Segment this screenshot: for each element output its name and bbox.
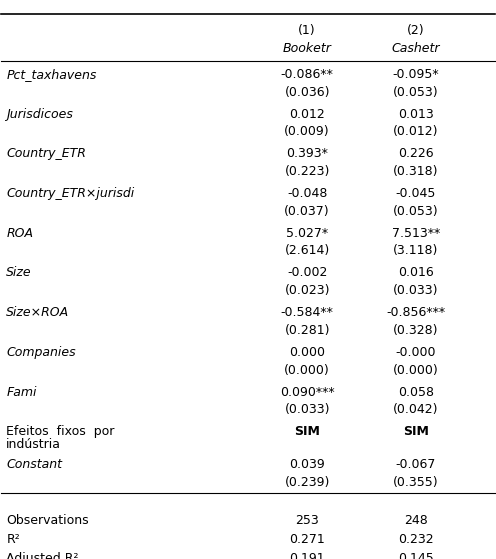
Text: (0.033): (0.033) [284, 403, 330, 416]
Text: R²: R² [6, 533, 20, 546]
Text: 7.513**: 7.513** [391, 227, 440, 240]
Text: -0.048: -0.048 [287, 187, 327, 200]
Text: 0.012: 0.012 [289, 107, 325, 121]
Text: (0.355): (0.355) [393, 476, 438, 489]
Text: 0.271: 0.271 [289, 533, 325, 546]
Text: SIM: SIM [294, 425, 320, 438]
Text: (0.053): (0.053) [393, 86, 438, 98]
Text: (0.037): (0.037) [284, 205, 330, 217]
Text: (0.281): (0.281) [284, 324, 330, 337]
Text: 5.027*: 5.027* [286, 227, 328, 240]
Text: Adjusted R²: Adjusted R² [6, 552, 79, 559]
Text: 0.000: 0.000 [289, 346, 325, 359]
Text: Jurisdicoes: Jurisdicoes [6, 107, 73, 121]
Text: (0.328): (0.328) [393, 324, 438, 337]
Text: 0.145: 0.145 [398, 552, 434, 559]
Text: -0.856***: -0.856*** [386, 306, 445, 319]
Text: (2): (2) [407, 24, 425, 37]
Text: 0.058: 0.058 [398, 386, 434, 399]
Text: -0.067: -0.067 [395, 458, 436, 471]
Text: 0.191: 0.191 [289, 552, 325, 559]
Text: Fami: Fami [6, 386, 37, 399]
Text: 0.393*: 0.393* [286, 147, 328, 160]
Text: Cashetr: Cashetr [391, 42, 440, 55]
Text: (0.023): (0.023) [284, 284, 330, 297]
Text: indústria: indústria [6, 438, 62, 451]
Text: Efeitos  fixos  por: Efeitos fixos por [6, 425, 115, 438]
Text: (2.614): (2.614) [285, 244, 330, 258]
Text: Country_ETR×jurisdi: Country_ETR×jurisdi [6, 187, 134, 200]
Text: Constant: Constant [6, 458, 62, 471]
Text: Booketr: Booketr [283, 42, 332, 55]
Text: (1): (1) [299, 24, 316, 37]
Text: 0.226: 0.226 [398, 147, 434, 160]
Text: (0.053): (0.053) [393, 205, 438, 217]
Text: -0.000: -0.000 [395, 346, 436, 359]
Text: -0.095*: -0.095* [392, 68, 439, 81]
Text: 253: 253 [295, 514, 319, 527]
Text: (0.033): (0.033) [393, 284, 438, 297]
Text: (0.000): (0.000) [393, 363, 438, 377]
Text: (0.012): (0.012) [393, 125, 438, 138]
Text: Companies: Companies [6, 346, 76, 359]
Text: (0.009): (0.009) [284, 125, 330, 138]
Text: Country_ETR: Country_ETR [6, 147, 86, 160]
Text: (0.223): (0.223) [285, 165, 330, 178]
Text: -0.045: -0.045 [395, 187, 436, 200]
Text: (0.239): (0.239) [285, 476, 330, 489]
Text: (0.042): (0.042) [393, 403, 438, 416]
Text: ROA: ROA [6, 227, 33, 240]
Text: -0.002: -0.002 [287, 267, 327, 280]
Text: (0.036): (0.036) [284, 86, 330, 98]
Text: 248: 248 [404, 514, 428, 527]
Text: (0.000): (0.000) [284, 363, 330, 377]
Text: Observations: Observations [6, 514, 89, 527]
Text: (0.318): (0.318) [393, 165, 438, 178]
Text: -0.584**: -0.584** [281, 306, 334, 319]
Text: Pct_taxhavens: Pct_taxhavens [6, 68, 97, 81]
Text: -0.086**: -0.086** [281, 68, 334, 81]
Text: 0.039: 0.039 [289, 458, 325, 471]
Text: 0.090***: 0.090*** [280, 386, 334, 399]
Text: 0.013: 0.013 [398, 107, 434, 121]
Text: SIM: SIM [403, 425, 429, 438]
Text: Size: Size [6, 267, 32, 280]
Text: Size×ROA: Size×ROA [6, 306, 69, 319]
Text: (3.118): (3.118) [393, 244, 438, 258]
Text: 0.016: 0.016 [398, 267, 434, 280]
Text: 0.232: 0.232 [398, 533, 434, 546]
